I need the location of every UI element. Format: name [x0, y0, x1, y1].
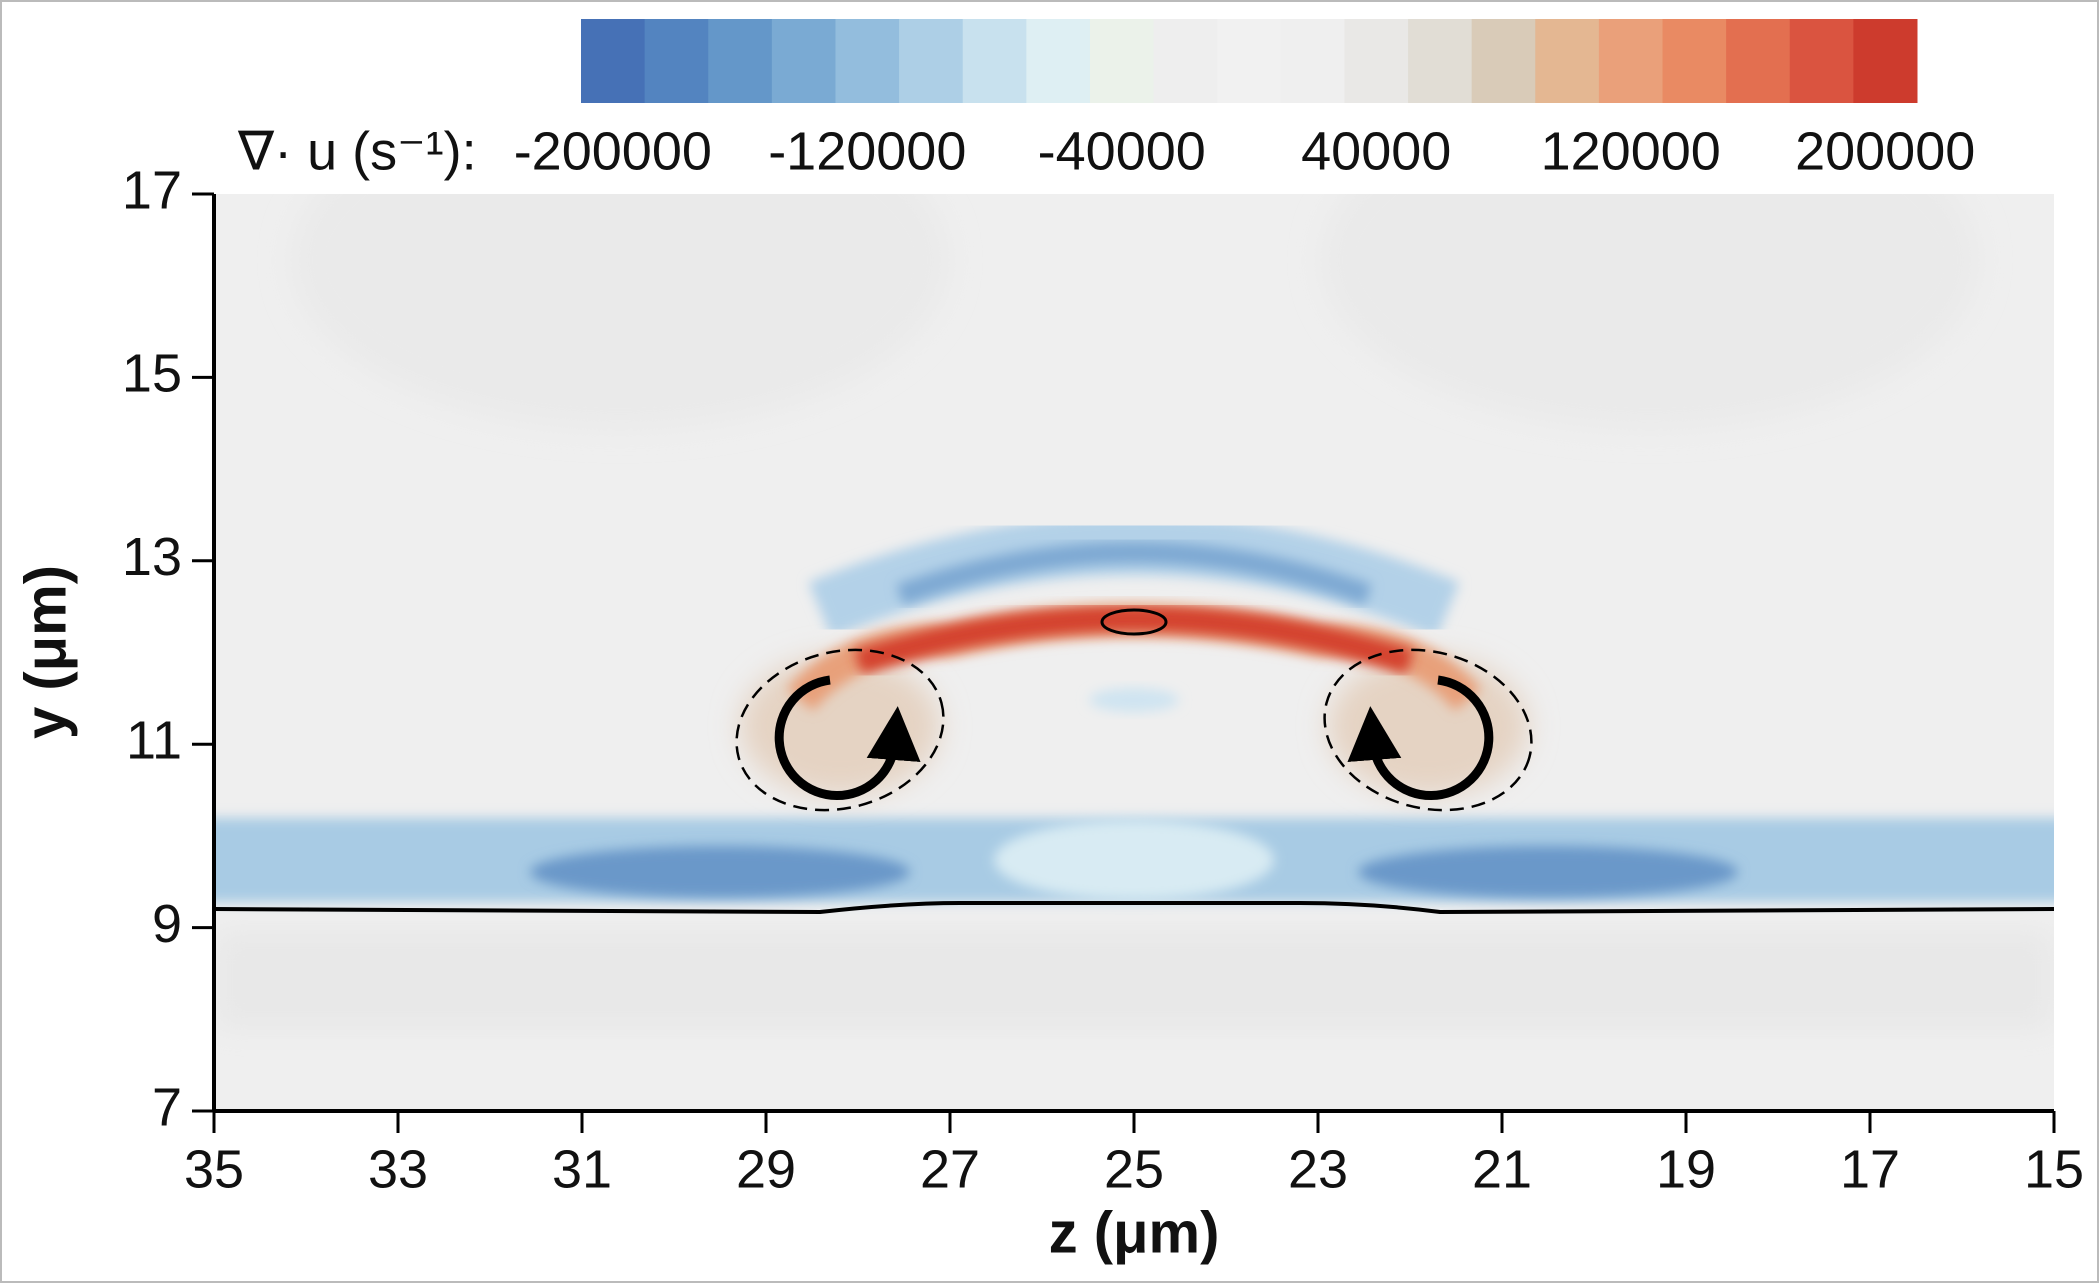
colorbar-band: [962, 19, 1027, 103]
field-region: [854, 605, 1414, 675]
x-tick-label: 27: [920, 1139, 980, 1199]
contour-line: [735, 648, 945, 812]
colorbar-band: [899, 19, 964, 103]
x-tick-label: 35: [184, 1139, 244, 1199]
colorbar-band: [1089, 19, 1155, 103]
field-region: [1358, 846, 1738, 898]
interface-line: [214, 901, 2054, 915]
x-tick-label: 19: [1656, 1139, 1716, 1199]
x-tick-label: 23: [1288, 1139, 1348, 1199]
contour-line: [1100, 608, 1168, 636]
colorbar-tick-label: 120000: [1541, 121, 1721, 181]
colorbar-band: [771, 19, 836, 103]
field-region: [994, 820, 1274, 900]
field-region: [896, 541, 1372, 606]
colorbar-band: [1408, 19, 1473, 103]
y-tick-label: 9: [152, 894, 182, 954]
y-tick-label: 17: [122, 160, 182, 220]
colorbar-label: ∇· u (s⁻¹):: [237, 121, 477, 181]
field-region: [1320, 194, 1980, 430]
field-region: [290, 194, 950, 430]
colorbar-band: [708, 19, 773, 103]
x-tick-label: 25: [1104, 1139, 1164, 1199]
field-region: [1089, 688, 1179, 712]
y-axis-title: y (μm): [13, 565, 78, 739]
x-tick-label: 31: [552, 1139, 612, 1199]
x-tick-label: 33: [368, 1139, 428, 1199]
colorbar-band: [1662, 19, 1727, 103]
contour-line: [1323, 648, 1533, 812]
colorbar-band: [1153, 19, 1218, 103]
colorbar-tick-label: 200000: [1795, 121, 1975, 181]
colorbar-band: [1853, 19, 1918, 103]
y-tick-label: 7: [152, 1077, 182, 1137]
colorbar-band: [1471, 19, 1536, 103]
x-axis-title: z (μm): [1049, 1200, 1220, 1265]
colorbar-band: [644, 19, 709, 103]
x-tick-label: 29: [736, 1139, 796, 1199]
x-tick-label: 17: [1840, 1139, 1900, 1199]
field-region: [530, 846, 910, 898]
colorbar-tick-label: -200000: [514, 121, 712, 181]
colorbar-band: [1726, 19, 1791, 103]
contour-field: [214, 194, 2054, 1111]
y-tick-label: 15: [122, 344, 182, 404]
x-tick-label: 21: [1472, 1139, 1532, 1199]
colorbar-band: [835, 19, 900, 103]
colorbar-band: [1217, 19, 1282, 103]
colorbar-band: [581, 19, 646, 103]
colorbar-band: [1535, 19, 1600, 103]
colorbar-band: [1280, 19, 1345, 103]
colorbar-band: [1344, 19, 1409, 103]
circulation-arrow: [1347, 675, 1494, 801]
colorbar-band: [1598, 19, 1664, 103]
colorbar-tick-label: -120000: [768, 121, 966, 181]
field-region: [214, 930, 2054, 1030]
colorbar-tick-label: 40000: [1301, 121, 1451, 181]
x-tick-label: 15: [2024, 1139, 2084, 1199]
y-tick-label: 13: [122, 527, 182, 587]
colorbar-tick-label: -40000: [1038, 121, 1206, 181]
colorbar-band: [1026, 19, 1091, 103]
colorbar-band: [1789, 19, 1854, 103]
circulation-arrow: [774, 675, 921, 801]
y-tick-label: 11: [126, 710, 182, 770]
